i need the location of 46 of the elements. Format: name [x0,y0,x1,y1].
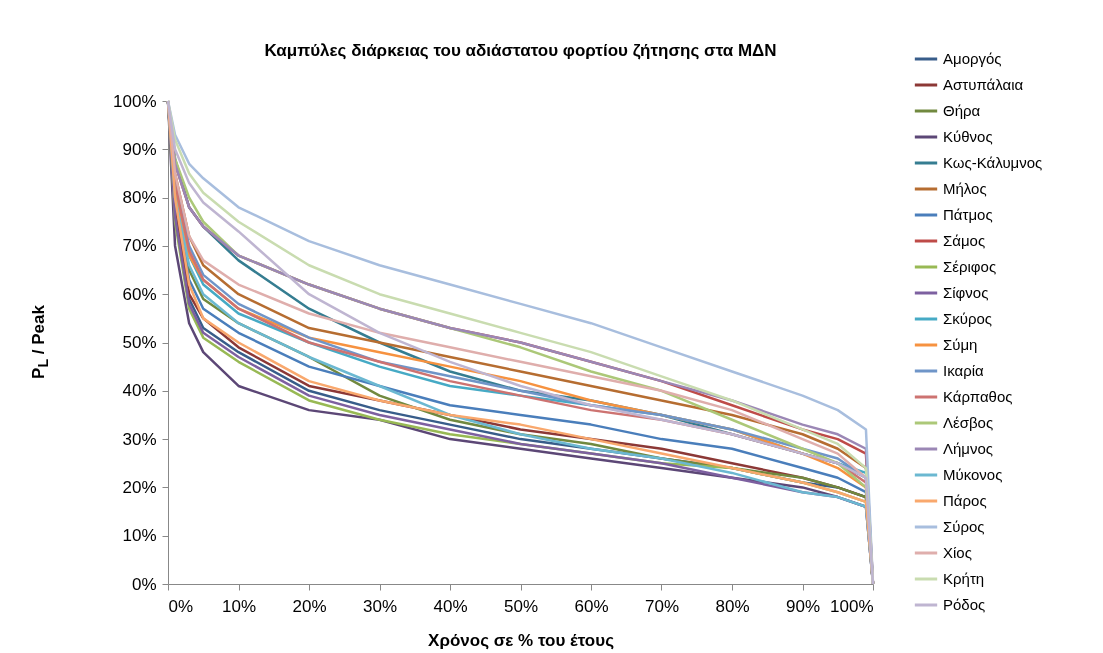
y-tick-label: 30% [122,429,157,449]
x-tick-label: 70% [644,596,680,616]
y-tick-label: 10% [122,526,157,546]
legend-label: Ρόδος [943,596,986,613]
legend-label: Σέριφος [943,258,997,275]
y-tick-label: 70% [122,236,157,256]
legend-label: Σάμος [943,232,986,249]
chart-title: Καμπύλες διάρκειας του αδιάστατου φορτίου ζήτησης στα ΜΔΝ [264,41,777,60]
legend-label: Ικαρία [943,362,985,379]
legend-label: Σίφνος [943,284,989,301]
legend-label: Πάτμος [943,206,993,223]
legend-label: Κύθνος [943,128,993,145]
y-tick-label: 0% [131,574,157,594]
legend-label: Σύμη [943,336,978,353]
legend-label: Μήλος [943,180,987,197]
x-tick-label: 90% [785,596,821,616]
x-tick-label: 100% [830,596,874,616]
y-tick-label: 40% [122,381,157,401]
legend-label: Αστυπάλαια [943,76,1024,93]
x-tick-label: 0% [168,596,194,616]
x-tick-label: 50% [503,596,539,616]
x-axis-title: Χρόνος σε % του έτους [428,630,615,650]
legend-label: Κάρπαθος [943,388,1013,405]
legend-label: Κως-Κάλυμνος [943,154,1043,171]
legend-label: Λήμνος [943,440,994,457]
x-tick-label: 30% [362,596,398,616]
x-tick-label: 10% [221,596,257,616]
legend-label: Θήρα [943,102,981,119]
legend-label: Αμοργός [943,50,1002,67]
y-tick-label: 100% [113,91,157,111]
y-tick-label: 60% [122,284,157,304]
legend-label: Σκύρος [943,310,993,327]
y-tick-label: 20% [122,477,157,497]
y-tick-label: 80% [122,188,157,208]
x-tick-label: 80% [715,596,750,616]
x-tick-label: 40% [433,596,468,616]
x-tick-label: 20% [292,596,327,616]
legend-label: Σύρος [943,518,985,535]
legend-label: Κρήτη [943,570,985,587]
legend-label: Μύκονος [943,466,1003,483]
legend-label: Λέσβος [943,414,994,431]
x-tick-label: 60% [574,596,609,616]
y-tick-label: 90% [122,139,157,159]
y-tick-label: 50% [122,333,157,352]
legend-label: Χίος [943,544,972,561]
legend-label: Πάρος [943,492,987,509]
